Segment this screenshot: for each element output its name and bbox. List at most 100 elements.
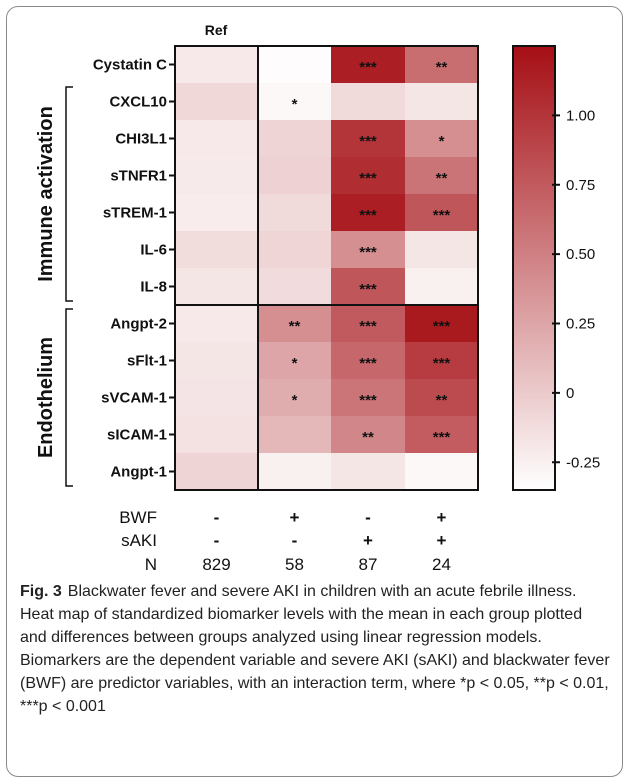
column-factor-value: + xyxy=(290,508,300,527)
heatmap-cell xyxy=(405,453,478,490)
column-factor-value: 24 xyxy=(432,555,451,574)
significance-marker: *** xyxy=(359,318,377,335)
heatmap-cell xyxy=(331,342,405,379)
heatmap-cell xyxy=(331,305,405,342)
figure-caption: Fig. 3 Blackwater fever and severe AKI in… xyxy=(20,580,610,718)
heatmap-cell xyxy=(331,231,405,268)
heatmap-cell xyxy=(175,268,258,305)
heatmap-cell xyxy=(175,120,258,157)
biomarker-label: sVCAM-1 xyxy=(101,390,167,407)
heatmap-cell xyxy=(258,305,331,342)
biomarker-label: sTREM-1 xyxy=(103,205,167,222)
column-factor-value: + xyxy=(437,531,447,550)
column-factor-value: 829 xyxy=(202,555,230,574)
column-factor-value: 87 xyxy=(359,555,378,574)
heatmap-cell xyxy=(258,157,331,194)
significance-marker: ** xyxy=(436,59,448,76)
column-factor-label: N xyxy=(145,555,157,574)
row-group-label: Endothelium xyxy=(35,337,57,458)
significance-marker: *** xyxy=(433,318,451,335)
row-group-label: Immune activation xyxy=(35,106,57,282)
significance-marker: *** xyxy=(359,59,377,76)
heatmap-cell xyxy=(258,416,331,453)
heatmap-cell xyxy=(175,453,258,490)
heatmap-cell xyxy=(175,157,258,194)
colorbar-gradient xyxy=(512,45,556,491)
significance-marker: *** xyxy=(433,429,451,446)
heatmap-cell xyxy=(405,83,478,120)
colorbar-tick-label: 0 xyxy=(566,385,574,402)
ref-label: Ref xyxy=(205,22,228,38)
biomarker-label: sTNFR1 xyxy=(110,168,167,185)
row-group-bracket xyxy=(65,308,73,487)
significance-marker: ** xyxy=(362,429,374,446)
colorbar-tick-label: 0.25 xyxy=(566,316,595,333)
heatmap-cell xyxy=(331,453,405,490)
significance-marker: * xyxy=(439,133,445,150)
heatmap-frame xyxy=(174,45,479,491)
significance-marker: ** xyxy=(436,392,448,409)
significance-marker: * xyxy=(292,355,298,372)
column-factor-value: + xyxy=(437,508,447,527)
heatmap-cell xyxy=(405,379,478,416)
colorbar: 1.00 0.75 0.50 0.25 0 -0.25 xyxy=(512,45,600,491)
significance-marker: *** xyxy=(359,281,377,298)
heatmap-cell xyxy=(405,268,478,305)
heatmap-cell xyxy=(258,379,331,416)
column-factor-label: BWF xyxy=(119,508,157,527)
significance-marker: *** xyxy=(433,207,451,224)
figure-label: Fig. 3 xyxy=(20,583,62,600)
heatmap-cell xyxy=(331,268,405,305)
row-group-brackets: Immune activation Endothelium xyxy=(35,86,73,487)
heatmap-cell xyxy=(175,342,258,379)
heatmap-cell xyxy=(175,194,258,231)
significance-marker: *** xyxy=(359,133,377,150)
heatmap-cell xyxy=(258,268,331,305)
heatmap-cell xyxy=(175,305,258,342)
heatmap-cell xyxy=(258,342,331,379)
significance-marker: ** xyxy=(436,170,448,187)
biomarker-label: sICAM-1 xyxy=(107,427,167,444)
biomarker-label: IL-8 xyxy=(140,279,167,296)
biomarker-label: CXCL10 xyxy=(109,94,167,111)
colorbar-tick-label: 0.50 xyxy=(566,246,595,263)
heatmap-cell xyxy=(175,83,258,120)
colorbar-tick-label: 1.00 xyxy=(566,107,595,124)
significance-marker: * xyxy=(292,392,298,409)
heatmap-cell xyxy=(405,231,478,268)
heatmap-cell xyxy=(175,46,258,83)
significance-marker: ** xyxy=(289,318,301,335)
biomarker-label: Angpt-1 xyxy=(110,464,167,481)
heatmap-cell xyxy=(331,379,405,416)
significance-markers: *** ****** **** ***** *********** *** **** *** *… xyxy=(289,59,451,446)
significance-marker: * xyxy=(292,96,298,113)
heatmap-cell xyxy=(175,231,258,268)
heatmap-cell xyxy=(405,46,478,83)
heatmap-border xyxy=(174,45,479,491)
column-factor-value: - xyxy=(214,508,220,527)
heatmap-cell xyxy=(405,416,478,453)
heatmap-cell xyxy=(331,120,405,157)
heatmap-cell xyxy=(331,83,405,120)
column-factor-label: sAKI xyxy=(121,531,157,550)
row-group-bracket xyxy=(65,86,73,302)
heatmap-cell xyxy=(258,194,331,231)
significance-marker: *** xyxy=(359,207,377,224)
heatmap-cells xyxy=(175,46,478,490)
heatmap-cell xyxy=(405,342,478,379)
column-factor-value: - xyxy=(214,531,220,550)
biomarker-label: Cystatin C xyxy=(93,57,167,74)
heatmap-cell xyxy=(175,416,258,453)
heatmap-cell xyxy=(331,194,405,231)
heatmap-cell xyxy=(258,46,331,83)
heatmap-cell xyxy=(258,453,331,490)
heatmap-cell xyxy=(331,157,405,194)
biomarker-label: IL-6 xyxy=(140,242,167,259)
significance-marker: *** xyxy=(433,355,451,372)
biomarker-label: CHI3L1 xyxy=(115,131,167,148)
biomarker-labels: Cystatin C CXCL10 CHI3L1 sTNFR1 sTREM-1 IL-6 I… xyxy=(93,57,175,481)
heatmap-cell xyxy=(405,305,478,342)
biomarker-label: sFlt-1 xyxy=(127,353,167,370)
heatmap-cell xyxy=(405,194,478,231)
